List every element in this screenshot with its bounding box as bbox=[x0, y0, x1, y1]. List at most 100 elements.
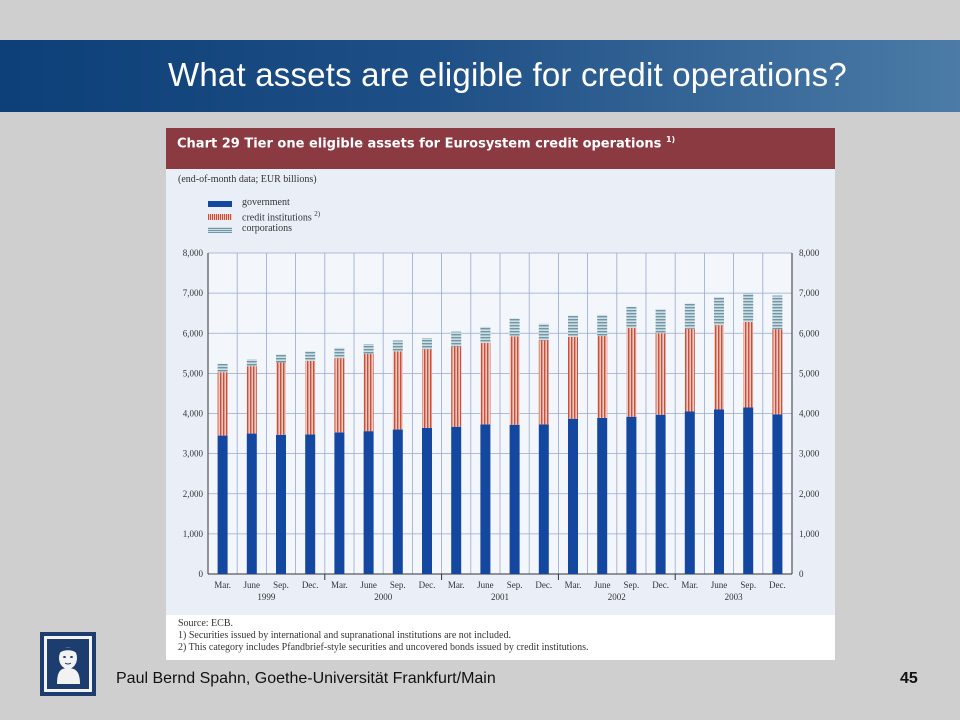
y-tick-label-left: 7,000 bbox=[183, 288, 204, 298]
bar-corporations bbox=[480, 326, 491, 343]
bar-credit-institutions bbox=[597, 336, 608, 418]
chart-title-note: 1) bbox=[665, 135, 676, 144]
bar-government bbox=[568, 418, 578, 574]
bar-corporations bbox=[772, 295, 783, 330]
x-tick-label: Sep. bbox=[507, 580, 523, 590]
chart-title: Chart 29 Tier one eligible assets for Eu… bbox=[177, 136, 662, 152]
legend-note-credit-institutions: 2) bbox=[314, 210, 321, 218]
bar-credit-institutions bbox=[538, 340, 549, 425]
bar-government bbox=[597, 417, 608, 574]
x-tick-label: June bbox=[244, 580, 261, 590]
bar-government bbox=[246, 433, 257, 574]
bar-government bbox=[480, 424, 491, 574]
chart-notes: Source: ECB. 1) Securities issued by int… bbox=[166, 615, 835, 660]
bar-corporations bbox=[363, 344, 374, 354]
bar-corporations bbox=[597, 314, 608, 337]
bar-corporations bbox=[655, 309, 666, 334]
bar-government bbox=[714, 409, 724, 574]
bar-corporations bbox=[451, 331, 462, 347]
bar-credit-institutions bbox=[363, 353, 374, 432]
bar-corporations bbox=[714, 297, 724, 326]
y-tick-label-left: 0 bbox=[199, 569, 204, 579]
bar-credit-institutions bbox=[217, 372, 228, 436]
bar-corporations bbox=[422, 338, 432, 350]
chart-area: (end-of-month data; EUR billions) govern… bbox=[166, 169, 835, 615]
legend-swatch-government bbox=[208, 201, 232, 207]
bar-credit-institutions bbox=[509, 336, 520, 425]
x-tick-label: Sep. bbox=[273, 580, 289, 590]
bar-credit-institutions bbox=[480, 342, 491, 425]
x-tick-label: Sep. bbox=[390, 580, 406, 590]
bar-government bbox=[305, 434, 316, 574]
bar-credit-institutions bbox=[772, 329, 783, 415]
y-tick-label-right: 8,000 bbox=[799, 248, 820, 258]
y-tick-label-left: 4,000 bbox=[183, 409, 204, 419]
bar-credit-institutions bbox=[305, 360, 316, 435]
bar-credit-institutions bbox=[655, 333, 666, 415]
bar-government bbox=[772, 414, 783, 574]
bar-credit-institutions bbox=[246, 366, 257, 434]
bar-government bbox=[684, 411, 695, 574]
x-tick-label: Mar. bbox=[214, 580, 231, 590]
y-tick-label-left: 2,000 bbox=[183, 489, 204, 499]
x-tick-label: June bbox=[594, 580, 611, 590]
x-tick-label: June bbox=[711, 580, 728, 590]
year-label: 2003 bbox=[725, 592, 744, 602]
title-banner bbox=[0, 40, 960, 112]
y-tick-label-right: 5,000 bbox=[799, 368, 820, 378]
y-tick-label-right: 3,000 bbox=[799, 449, 820, 459]
bar-government bbox=[538, 424, 549, 574]
bar-corporations bbox=[334, 347, 345, 359]
x-tick-label: Mar. bbox=[448, 580, 465, 590]
x-tick-label: Dec. bbox=[302, 580, 319, 590]
bar-government bbox=[655, 414, 666, 574]
page-number: 45 bbox=[900, 670, 918, 687]
bar-government bbox=[334, 432, 345, 574]
y-tick-label-left: 3,000 bbox=[183, 449, 204, 459]
bar-corporations bbox=[684, 303, 695, 329]
x-tick-label: Mar. bbox=[565, 580, 582, 590]
legend-swatch-credit-institutions bbox=[208, 214, 232, 220]
bar-credit-institutions bbox=[714, 325, 724, 410]
bar-corporations bbox=[743, 293, 754, 323]
bar-government bbox=[743, 407, 754, 574]
chart-source: Source: ECB. bbox=[178, 618, 233, 629]
bar-credit-institutions bbox=[334, 358, 345, 433]
chart-note-2: 2) This category includes Pfandbrief-sty… bbox=[178, 642, 589, 653]
year-label: 1999 bbox=[257, 592, 276, 602]
bar-corporations bbox=[626, 306, 637, 329]
y-tick-label-right: 1,000 bbox=[799, 529, 820, 539]
y-tick-label-right: 2,000 bbox=[799, 489, 820, 499]
bar-corporations bbox=[509, 318, 520, 337]
bar-corporations bbox=[305, 351, 316, 361]
university-logo bbox=[40, 632, 96, 696]
legend-label-corporations: corporations bbox=[242, 223, 292, 234]
y-tick-label-left: 5,000 bbox=[183, 368, 204, 378]
year-label: 2000 bbox=[374, 592, 393, 602]
year-label: 2001 bbox=[491, 592, 509, 602]
bar-corporations bbox=[538, 323, 549, 341]
x-tick-label: Mar. bbox=[681, 580, 698, 590]
bar-government bbox=[392, 429, 403, 574]
bar-credit-institutions bbox=[276, 362, 286, 435]
bar-government bbox=[276, 434, 286, 574]
bar-credit-institutions bbox=[684, 328, 695, 412]
y-tick-label-left: 8,000 bbox=[183, 248, 204, 258]
x-tick-label: June bbox=[360, 580, 377, 590]
y-tick-label-right: 7,000 bbox=[799, 288, 820, 298]
x-tick-label: Sep. bbox=[740, 580, 756, 590]
y-tick-label-right: 6,000 bbox=[799, 328, 820, 338]
bar-corporations bbox=[392, 340, 403, 352]
legend-swatch-corporations bbox=[208, 227, 232, 233]
goethe-portrait-icon bbox=[44, 636, 92, 692]
chart-header: Chart 29 Tier one eligible assets for Eu… bbox=[166, 128, 835, 169]
bar-corporations bbox=[568, 315, 578, 337]
slide-title: What assets are eligible for credit oper… bbox=[168, 56, 847, 93]
legend-label-credit-institutions-wrap: credit institutions 2) bbox=[242, 210, 320, 223]
chart-subtitle: (end-of-month data; EUR billions) bbox=[178, 174, 317, 185]
bar-credit-institutions bbox=[392, 351, 403, 430]
x-tick-label: Mar. bbox=[331, 580, 348, 590]
bar-credit-institutions bbox=[568, 336, 578, 419]
legend-label-government: government bbox=[242, 197, 290, 208]
year-label: 2002 bbox=[608, 592, 626, 602]
